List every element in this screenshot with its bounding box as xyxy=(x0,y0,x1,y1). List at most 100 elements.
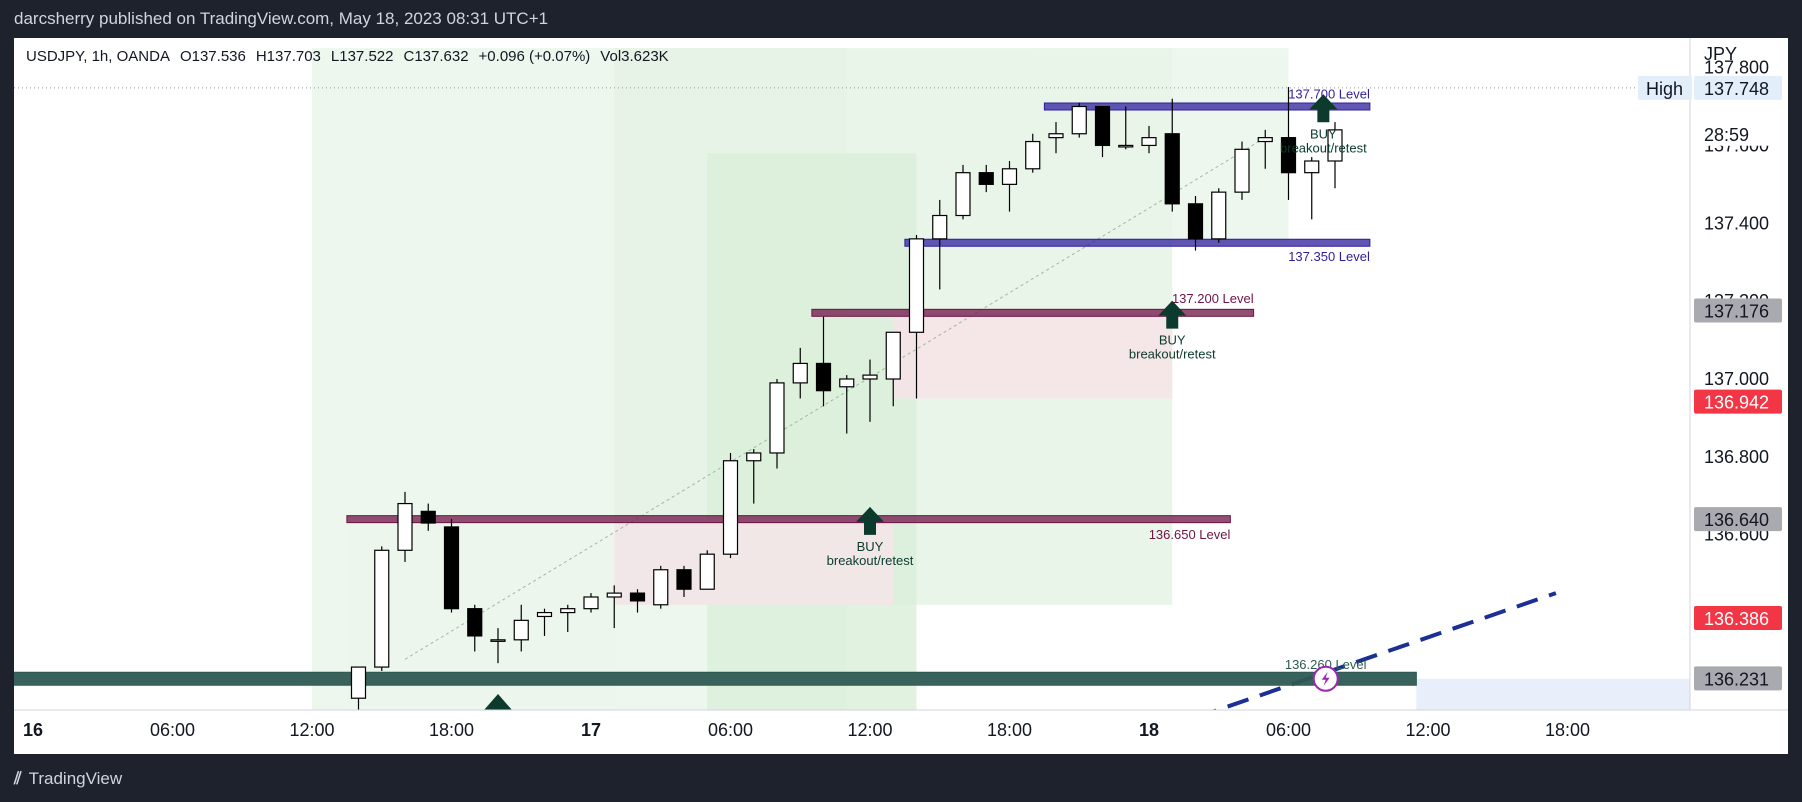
candle[interactable] xyxy=(722,452,739,559)
close-value: C137.632 xyxy=(403,48,469,65)
level-line[interactable] xyxy=(10,671,1417,686)
x-tick-label: 06:00 xyxy=(1266,720,1311,740)
plot-area[interactable]: 137.700 Level 137.350 Level 137.200 Level 1… xyxy=(10,48,1690,718)
candle[interactable] xyxy=(536,608,553,636)
candle[interactable] xyxy=(746,449,762,504)
candle[interactable] xyxy=(1304,157,1320,220)
high-tag-bg xyxy=(1638,75,1692,100)
x-tick-label: 16 xyxy=(23,720,43,740)
candle-body xyxy=(769,382,785,454)
candle[interactable] xyxy=(560,604,576,633)
candle[interactable] xyxy=(862,359,878,422)
candle[interactable] xyxy=(1001,161,1018,212)
candle-body xyxy=(1001,168,1018,185)
candle-body xyxy=(467,608,483,637)
candle[interactable] xyxy=(397,491,413,562)
candle[interactable] xyxy=(815,316,832,407)
candle[interactable] xyxy=(467,604,483,652)
candle-body xyxy=(1025,140,1041,170)
candle-body xyxy=(1118,144,1134,148)
level-line[interactable] xyxy=(1043,102,1371,111)
candle[interactable] xyxy=(350,666,367,714)
candle[interactable] xyxy=(908,234,925,399)
candle[interactable] xyxy=(676,565,692,597)
candle[interactable] xyxy=(955,164,971,220)
x-tick-label: 18:00 xyxy=(429,720,474,740)
candle-body xyxy=(978,172,994,185)
candle[interactable] xyxy=(885,331,901,407)
currency-label: JPY xyxy=(1704,44,1737,64)
price-axis[interactable] xyxy=(1690,38,1788,710)
candle[interactable] xyxy=(839,375,855,434)
time-axis[interactable] xyxy=(14,710,1788,754)
symbol-label[interactable]: USDJPY, 1h, OANDA xyxy=(26,48,170,65)
candle[interactable] xyxy=(1048,122,1064,154)
candle-body xyxy=(932,214,948,240)
open-value: O137.536 xyxy=(179,48,246,65)
candle[interactable] xyxy=(1094,105,1111,158)
candle[interactable] xyxy=(769,379,785,469)
price-range-box xyxy=(1416,678,1690,710)
candle[interactable] xyxy=(1211,188,1227,243)
candle[interactable] xyxy=(699,550,715,590)
volume-value: Vol3.623K xyxy=(600,48,669,65)
x-tick-label: 18:00 xyxy=(1545,720,1590,740)
footer-brand[interactable]: TradingView xyxy=(28,769,123,788)
price-badge-text: 28:59 xyxy=(1704,125,1749,145)
level-line[interactable] xyxy=(346,515,1231,524)
x-tick-label: 12:00 xyxy=(1405,720,1450,740)
candle[interactable] xyxy=(490,628,506,664)
candle[interactable] xyxy=(583,593,599,613)
price-badge-text: 136.942 xyxy=(1704,393,1769,413)
candle[interactable] xyxy=(653,565,669,609)
level-line[interactable] xyxy=(811,308,1255,317)
trendline[interactable] xyxy=(1196,591,1557,718)
candle[interactable] xyxy=(932,199,948,290)
candle[interactable] xyxy=(374,546,390,671)
candle[interactable] xyxy=(1327,122,1343,189)
candle[interactable] xyxy=(629,589,646,613)
up-arrow-icon xyxy=(1309,94,1338,123)
candle-body xyxy=(699,553,715,590)
candle[interactable] xyxy=(1025,133,1041,173)
candle-body xyxy=(1211,191,1227,240)
candle[interactable] xyxy=(606,585,622,629)
price-badge: 136.386 xyxy=(1694,606,1782,631)
candle[interactable] xyxy=(1280,87,1297,200)
zone-box xyxy=(893,312,1173,399)
y-tick-label: 137.000 xyxy=(1704,369,1769,389)
price-badge-bg xyxy=(1694,606,1782,631)
level-line[interactable] xyxy=(904,238,1371,247)
candle-body xyxy=(629,592,646,602)
candle-body xyxy=(792,362,808,384)
candle[interactable] xyxy=(1164,98,1180,212)
candle-body xyxy=(1257,137,1273,143)
tradingview-logo-icon[interactable]: ⫽ xyxy=(14,769,22,788)
candle-body xyxy=(746,452,762,462)
price-badge-bg xyxy=(1694,121,1782,146)
candle[interactable] xyxy=(1141,125,1157,154)
candle[interactable] xyxy=(978,164,994,193)
change-value: +0.096 (+0.07%) xyxy=(478,48,591,65)
y-tick-label: 137.400 xyxy=(1704,213,1769,233)
candle[interactable] xyxy=(1234,141,1250,200)
candle-body xyxy=(955,172,971,217)
x-tick-label: 12:00 xyxy=(847,720,892,740)
price-badge-bg xyxy=(1694,75,1782,100)
level-label: 136.260 Level xyxy=(1285,657,1367,672)
candle[interactable] xyxy=(1071,102,1087,138)
candle[interactable] xyxy=(513,604,529,652)
price-badge-text: 137.176 xyxy=(1704,301,1769,321)
candle[interactable] xyxy=(792,347,808,399)
candle[interactable] xyxy=(420,503,436,531)
candle[interactable] xyxy=(1187,196,1204,251)
low-value: L137.522 xyxy=(330,48,394,65)
candle[interactable] xyxy=(1118,106,1134,150)
price-badge-text: 137.748 xyxy=(1704,79,1769,99)
candle[interactable] xyxy=(443,519,460,613)
candle[interactable] xyxy=(1257,129,1273,169)
